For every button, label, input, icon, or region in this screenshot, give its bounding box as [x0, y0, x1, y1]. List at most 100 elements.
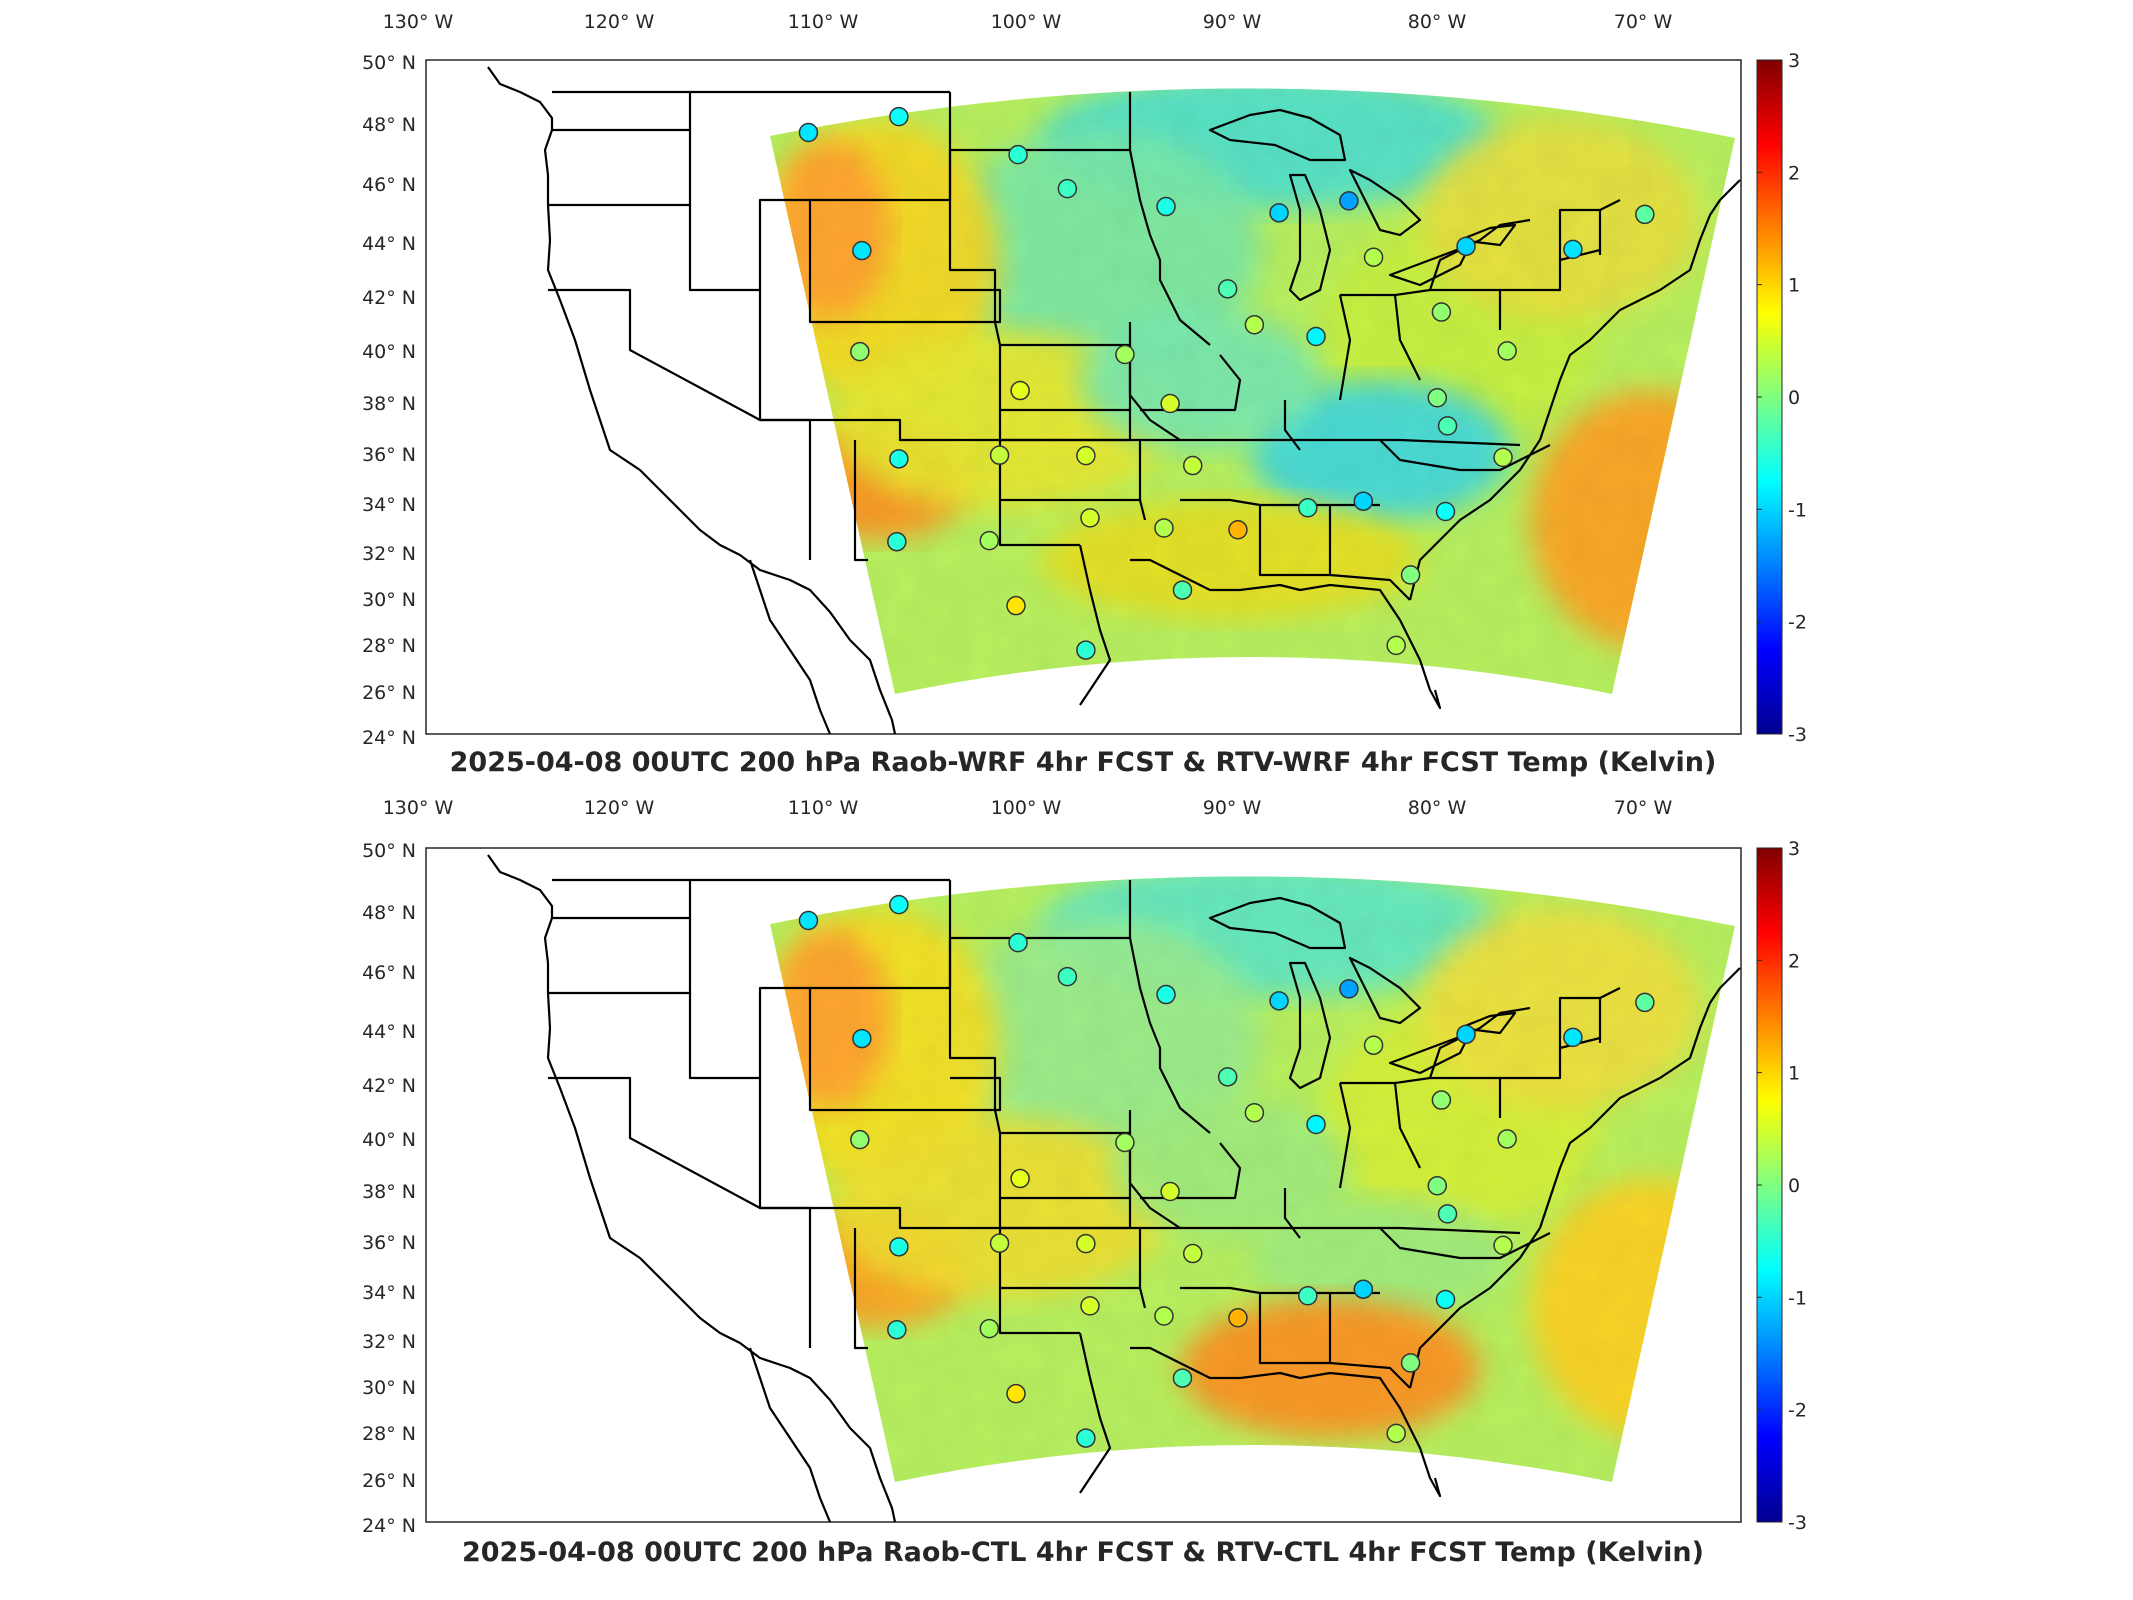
station-marker — [1076, 1428, 1096, 1448]
longitude-label: 130° W — [383, 11, 454, 33]
station-marker — [1057, 178, 1078, 199]
latitude-label: 30° N — [362, 1377, 416, 1399]
latitude-label: 44° N — [362, 1021, 416, 1043]
station-marker — [1431, 302, 1452, 322]
station-marker — [1427, 1175, 1448, 1196]
latitude-label: 26° N — [362, 1470, 416, 1492]
station-marker — [1006, 595, 1026, 616]
station-marker — [889, 1237, 909, 1257]
station-marker — [1437, 416, 1458, 436]
station-marker — [1156, 196, 1176, 217]
station-marker — [989, 1233, 1010, 1253]
station-marker — [1363, 247, 1384, 267]
station-marker — [1306, 326, 1326, 347]
station-marker — [1228, 520, 1248, 540]
station-marker — [1437, 1204, 1458, 1224]
latitude-label: 32° N — [362, 1331, 416, 1353]
station-marker — [1269, 203, 1289, 223]
station-marker — [1563, 239, 1583, 260]
station-marker — [798, 910, 819, 931]
station-marker — [1497, 1129, 1517, 1149]
colorbar-tick-label: 2 — [1788, 950, 1800, 972]
station-marker — [1154, 1306, 1174, 1326]
station-marker — [1244, 1102, 1265, 1123]
latitude-label: 48° N — [362, 902, 416, 924]
station-marker — [1635, 992, 1655, 1013]
station-marker — [1156, 984, 1176, 1005]
latitude-label: 36° N — [362, 444, 416, 466]
station-marker — [1563, 1027, 1583, 1048]
station-marker — [1456, 1024, 1476, 1045]
station-marker — [1010, 380, 1030, 401]
station-marker — [1154, 518, 1174, 538]
panel-title: 2025-04-08 00UTC 200 hPa Raob-CTL 4hr FC… — [462, 1537, 1704, 1568]
station-marker — [1115, 344, 1135, 365]
longitude-label: 70° W — [1614, 11, 1673, 33]
station-marker — [1363, 1035, 1384, 1055]
latitude-label: 46° N — [362, 174, 416, 196]
colorbar-tick-label: 0 — [1788, 1175, 1800, 1197]
station-marker — [1386, 1423, 1406, 1444]
station-marker — [887, 1319, 907, 1340]
station-marker — [1269, 991, 1289, 1011]
latitude-label: 30° N — [362, 589, 416, 611]
latitude-label: 40° N — [362, 341, 416, 363]
station-marker — [1244, 314, 1265, 335]
colorbar-tick-label: 3 — [1788, 50, 1800, 72]
longitude-label: 110° W — [788, 797, 859, 819]
latitude-label: 34° N — [362, 494, 416, 516]
longitude-label: 70° W — [1614, 797, 1673, 819]
longitude-label: 80° W — [1408, 11, 1467, 33]
station-marker — [1006, 1383, 1026, 1404]
latitude-label: 28° N — [362, 635, 416, 657]
latitude-label: 46° N — [362, 962, 416, 984]
station-marker — [1435, 1289, 1456, 1310]
station-marker — [1160, 393, 1180, 414]
colorbar-tick-label: 2 — [1788, 162, 1800, 184]
station-marker — [979, 1318, 1000, 1339]
latitude-label: 44° N — [362, 233, 416, 255]
station-marker — [1076, 640, 1096, 660]
longitude-label: 90° W — [1203, 797, 1262, 819]
station-marker — [1008, 932, 1028, 953]
latitude-label: 24° N — [362, 1515, 416, 1537]
station-marker — [1339, 979, 1359, 999]
station-marker — [1057, 966, 1078, 987]
longitude-label: 130° W — [383, 797, 454, 819]
latitude-label: 38° N — [362, 393, 416, 415]
map-panel-bottom: 130° W 120° W 110° W 100° W 90° W 80° W 70° W 5… — [362, 797, 1807, 1568]
state-boundaries — [487, 854, 1741, 1523]
station-marker — [1435, 501, 1456, 522]
longitude-label: 100° W — [991, 797, 1062, 819]
longitude-label: 90° W — [1203, 11, 1262, 33]
station-marker — [1431, 1090, 1452, 1110]
station-marker — [1339, 191, 1359, 211]
station-marker — [1497, 341, 1517, 361]
station-marker — [1228, 1308, 1248, 1328]
colorbar-tick-label: 3 — [1788, 838, 1800, 860]
longitude-label: 120° W — [584, 11, 655, 33]
station-marker — [1386, 635, 1406, 656]
station-marker — [1217, 279, 1238, 299]
latitude-label: 38° N — [362, 1181, 416, 1203]
state-boundaries — [487, 66, 1741, 735]
station-marker — [889, 894, 909, 915]
latitude-label: 32° N — [362, 543, 416, 565]
station-marker — [1635, 204, 1655, 225]
station-marker — [1427, 387, 1448, 408]
latitude-label: 34° N — [362, 1282, 416, 1304]
station-marker — [1076, 445, 1096, 466]
colorbar-tick-label: 1 — [1788, 275, 1800, 297]
colorbar-tick-label: -3 — [1788, 1512, 1807, 1534]
colorbar-tick-label: 0 — [1788, 387, 1800, 409]
station-marker — [850, 341, 870, 362]
station-marker — [1298, 498, 1318, 518]
latitude-label: 36° N — [362, 1232, 416, 1254]
station-marker — [798, 122, 819, 143]
colorbar-tick-label: -3 — [1788, 724, 1807, 746]
station-marker — [850, 1129, 870, 1150]
latitude-label: 42° N — [362, 287, 416, 309]
station-marker — [889, 106, 909, 127]
colorbar-tick-label: -1 — [1788, 1287, 1807, 1309]
